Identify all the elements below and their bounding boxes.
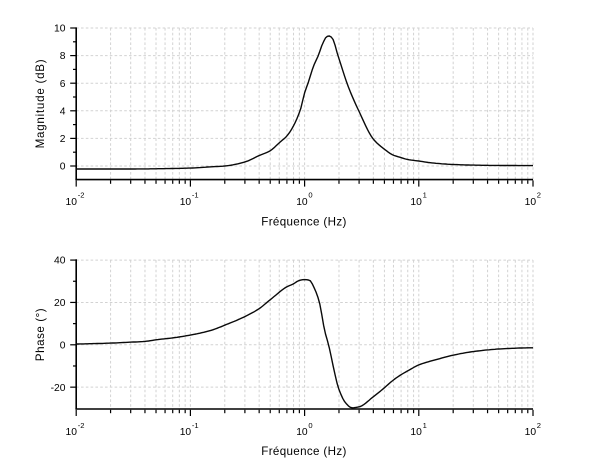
- svg-text:4: 4: [60, 106, 66, 117]
- svg-text:10: 10: [296, 427, 308, 438]
- svg-text:8: 8: [60, 51, 66, 62]
- svg-text:10: 10: [180, 427, 192, 438]
- svg-text:10: 10: [66, 197, 78, 208]
- svg-text:10: 10: [410, 197, 422, 208]
- svg-text:2: 2: [537, 421, 541, 430]
- svg-text:10: 10: [296, 197, 308, 208]
- svg-text:10: 10: [525, 197, 537, 208]
- svg-text:-1: -1: [192, 421, 199, 430]
- svg-text:-2: -2: [78, 191, 85, 200]
- svg-text:10: 10: [525, 427, 537, 438]
- svg-text:-1: -1: [192, 191, 199, 200]
- svg-text:0: 0: [60, 340, 66, 351]
- svg-text:Magnitude (dB): Magnitude (dB): [34, 59, 47, 149]
- svg-text:1: 1: [423, 421, 427, 430]
- svg-text:10: 10: [410, 427, 422, 438]
- svg-text:10: 10: [180, 197, 192, 208]
- svg-text:10: 10: [66, 427, 78, 438]
- svg-text:0: 0: [60, 162, 66, 173]
- svg-text:40: 40: [54, 256, 66, 267]
- svg-text:Fréquence (Hz): Fréquence (Hz): [261, 445, 346, 458]
- svg-text:Phase (°): Phase (°): [34, 308, 47, 361]
- svg-text:2: 2: [60, 134, 66, 145]
- svg-text:2: 2: [537, 191, 541, 200]
- svg-text:0: 0: [308, 421, 312, 430]
- svg-text:-20: -20: [51, 383, 66, 394]
- svg-text:Fréquence (Hz): Fréquence (Hz): [261, 216, 346, 229]
- svg-text:-2: -2: [78, 421, 85, 430]
- svg-text:10: 10: [54, 24, 66, 35]
- svg-text:0: 0: [308, 191, 312, 200]
- svg-text:6: 6: [60, 79, 66, 90]
- svg-text:1: 1: [423, 191, 427, 200]
- svg-text:20: 20: [54, 298, 66, 309]
